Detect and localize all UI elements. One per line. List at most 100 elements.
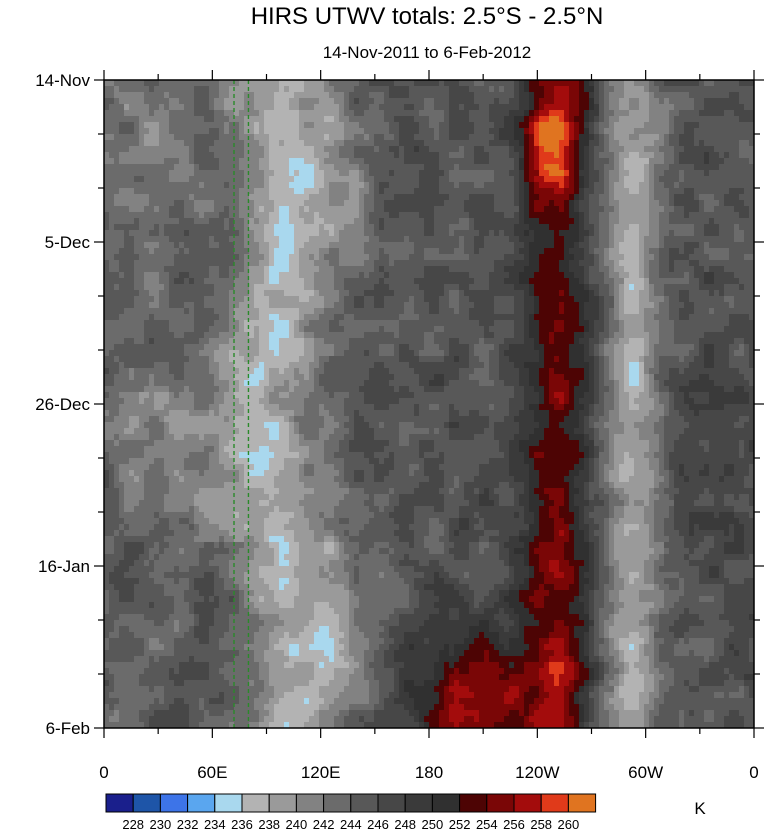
field-cell [514, 146, 520, 153]
field-cell [254, 122, 260, 129]
field-cell [649, 296, 655, 303]
field-cell [694, 98, 700, 105]
field-cell [154, 188, 160, 195]
field-cell [669, 188, 675, 195]
field-cell [259, 290, 265, 297]
field-cell [144, 206, 150, 213]
field-cell [219, 140, 225, 147]
field-cell [109, 104, 115, 111]
field-cell [264, 266, 270, 273]
field-cell [514, 92, 520, 99]
field-cell [304, 176, 310, 183]
field-cell [169, 182, 175, 189]
field-cell [444, 236, 450, 243]
field-cell [549, 92, 555, 99]
field-cell [119, 122, 125, 129]
field-cell [329, 230, 335, 237]
field-cell [574, 248, 580, 255]
field-cell [589, 296, 595, 303]
field-cell [634, 80, 640, 87]
field-cell [454, 152, 460, 159]
field-cell [689, 212, 695, 219]
field-cell [509, 92, 515, 99]
field-cell [374, 296, 380, 303]
field-cell [534, 98, 540, 105]
field-cell [474, 158, 480, 165]
field-cell [414, 260, 420, 267]
field-cell [564, 152, 570, 159]
field-cell [699, 230, 705, 237]
field-cell [104, 296, 110, 303]
field-cell [184, 104, 190, 111]
field-cell [469, 200, 475, 207]
field-cell [169, 230, 175, 237]
field-cell [209, 104, 215, 111]
field-cell [449, 152, 455, 159]
field-cell [459, 164, 465, 171]
field-cell [334, 86, 340, 93]
field-cell [499, 134, 505, 141]
field-cell [109, 158, 115, 165]
field-cell [404, 212, 410, 219]
field-cell [299, 116, 305, 123]
field-cell [574, 176, 580, 183]
field-cell [399, 140, 405, 147]
field-cell [419, 146, 425, 153]
field-cell [499, 200, 505, 207]
field-cell [709, 260, 715, 267]
field-cell [489, 122, 495, 129]
field-cell [359, 236, 365, 243]
field-cell [214, 134, 220, 141]
field-cell [599, 116, 605, 123]
field-cell [324, 242, 330, 249]
field-cell [709, 182, 715, 189]
field-cell [714, 248, 720, 255]
field-cell [549, 182, 555, 189]
field-cell [334, 116, 340, 123]
field-cell [674, 236, 680, 243]
field-cell [194, 140, 200, 147]
field-cell [409, 152, 415, 159]
field-cell [609, 212, 615, 219]
field-cell [644, 134, 650, 141]
field-cell [104, 98, 110, 105]
field-cell [279, 128, 285, 135]
field-cell [209, 194, 215, 201]
field-cell [214, 218, 220, 225]
field-cell [374, 80, 380, 87]
field-cell [739, 290, 745, 297]
field-cell [284, 86, 290, 93]
field-cell [634, 98, 640, 105]
field-cell [424, 266, 430, 273]
field-cell [144, 218, 150, 225]
field-cell [114, 242, 120, 249]
field-cell [539, 170, 545, 177]
field-cell [114, 158, 120, 165]
field-cell [364, 176, 370, 183]
field-cell [109, 188, 115, 195]
field-cell [679, 182, 685, 189]
field-cell [584, 170, 590, 177]
field-cell [269, 248, 275, 255]
field-cell [434, 278, 440, 285]
field-cell [174, 242, 180, 249]
field-cell [669, 146, 675, 153]
field-cell [289, 290, 295, 297]
field-cell [474, 272, 480, 279]
field-cell [184, 236, 190, 243]
field-cell [574, 146, 580, 153]
field-cell [484, 86, 490, 93]
field-cell [349, 128, 355, 135]
field-cell [359, 218, 365, 225]
field-cell [624, 128, 630, 135]
field-cell [424, 92, 430, 99]
field-cell [534, 242, 540, 249]
field-cell [419, 104, 425, 111]
field-cell [339, 170, 345, 177]
field-cell [434, 224, 440, 231]
field-cell [389, 254, 395, 261]
field-cell [224, 98, 230, 105]
field-cell [364, 296, 370, 303]
field-cell [619, 266, 625, 273]
field-cell [374, 110, 380, 117]
